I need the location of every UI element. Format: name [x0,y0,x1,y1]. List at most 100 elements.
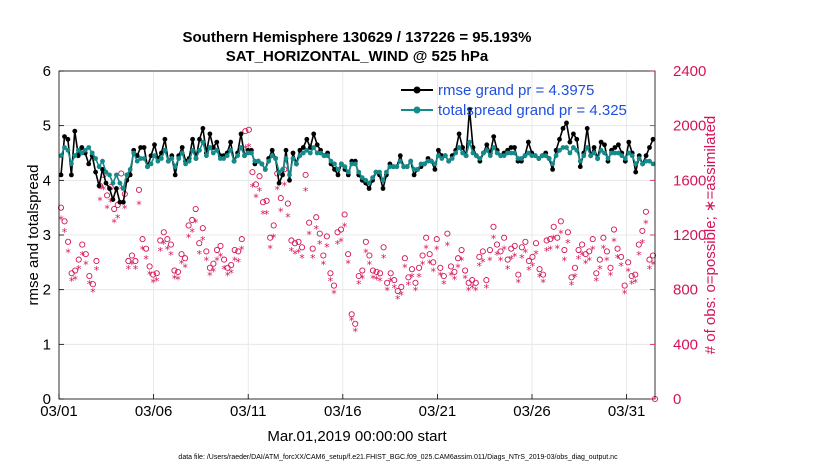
totalspread-point [394,164,400,170]
y2-tick-label: 1200 [673,227,706,244]
obs-assimilated-marker: * [647,263,653,276]
obs-assimilated-marker: * [455,261,461,274]
obs-possible-marker [57,204,65,211]
obs-assimilated-marker: * [232,255,238,268]
obs-assimilated-marker: * [597,263,603,276]
obs-possible-marker [118,170,125,177]
obs-possible-marker [398,283,405,290]
totalspread-point [564,145,569,150]
totalspread-point [332,161,337,167]
obs-assimilated-marker: * [310,252,316,265]
obs-assimilated-marker: * [459,255,465,268]
legend-rmse-label: rmse grand pr = 4.3975 [438,82,594,99]
obs-assimilated-marker: * [352,326,358,339]
obs-possible-marker [603,248,610,255]
totalspread-point [373,169,379,175]
totalspread-point [304,147,310,153]
rmse-point [432,167,438,172]
obs-possible-marker [515,271,522,278]
obs-assimilated-marker: * [87,278,93,291]
obs-assimilated-marker: * [523,246,529,259]
totalspread-point [207,145,213,150]
totalspread-point [162,147,168,153]
obs-possible-marker [554,234,561,241]
rmse-point [103,180,109,186]
rmse-point [269,147,275,153]
obs-possible-marker [440,272,447,280]
obs-assimilated-marker: * [487,255,493,268]
obs-assimilated-marker: * [438,270,444,283]
totalspread-point [505,150,510,156]
obs-assimilated-marker: * [416,271,422,284]
rmse-point [633,169,639,175]
totalspread-point [584,145,590,150]
rmse-point [557,136,562,142]
obs-possible-marker [571,264,579,271]
totalspread-point [557,147,562,153]
obs-possible-marker [561,246,568,254]
obs-assimilated-marker: * [289,245,295,258]
rmse-point [179,145,185,150]
rmse-point [332,167,337,172]
obs-assimilated-marker: * [328,275,334,288]
obs-possible-marker [476,253,483,260]
rmse-point [96,183,102,189]
totalspread-point [432,161,438,167]
obs-possible-marker [536,266,543,273]
legend-spread-marker [413,106,421,114]
totalspread-point [605,156,611,161]
obs-assimilated-marker: * [356,278,362,291]
totalspread-point [159,156,164,161]
rmse-point [72,128,78,134]
obs-possible-marker [221,256,228,263]
obs-assimilated-marker: * [225,270,231,283]
totalspread-point [377,169,382,175]
axis-ticks: 0 1 2 3 4 5 6 03/01 03/06 03/11 03/16 03/21 03/26 03/… [40,63,706,420]
obs-possible-marker [249,169,256,176]
y-tick-label: 2 [43,282,51,299]
obs-possible-marker [632,271,639,278]
totalspread-point [148,161,154,167]
obs-assimilated-marker: * [214,255,220,268]
obs-assimilated-marker: * [197,248,203,261]
obs-possible-marker [454,255,462,262]
obs-possible-marker [547,236,554,243]
obs-assimilated-marker: * [239,244,245,257]
totalspread-point [508,150,514,156]
obs-assimilated-marker: * [182,261,188,274]
totalspread-point [612,150,618,156]
x-tick-label: 03/06 [135,403,173,420]
totalspread-point [384,169,389,175]
obs-assimilated-marker: * [122,203,128,216]
totalspread-point [193,156,199,161]
obs-assimilated-marker: * [583,257,589,270]
obs-possible-marker [348,311,355,318]
totalspread-point [429,158,434,164]
obs-possible-marker [228,262,235,269]
obs-possible-marker [61,218,68,225]
obs-possible-marker [472,279,479,286]
totalspread-point [401,164,407,170]
rmse-point [591,145,597,150]
y-tick-label: 6 [43,63,51,80]
totalspread-point [124,172,130,178]
totalspread-point [449,156,455,161]
totalspread-point [352,161,358,167]
totalspread-point [134,158,140,164]
y2-axis-label: # of obs: o=possible; ∗=assimilated [702,116,719,355]
obs-assimilated-marker: * [221,263,227,276]
obs-assimilated-marker: * [615,252,621,265]
obs-possible-marker [391,277,398,284]
totalspread-point [141,156,147,161]
obs-possible-marker [479,248,486,255]
obs-possible-marker [185,222,192,229]
rmse-point [107,186,112,191]
obs-possible-marker [277,195,284,202]
obs-possible-marker [189,216,196,224]
x-tick-label: 03/21 [419,403,457,420]
obs-possible-marker [550,223,557,230]
obs-assimilated-marker: * [547,244,553,257]
totalspread-point [567,150,573,156]
totalspread-point [145,164,150,170]
totalspread-point [574,147,580,153]
